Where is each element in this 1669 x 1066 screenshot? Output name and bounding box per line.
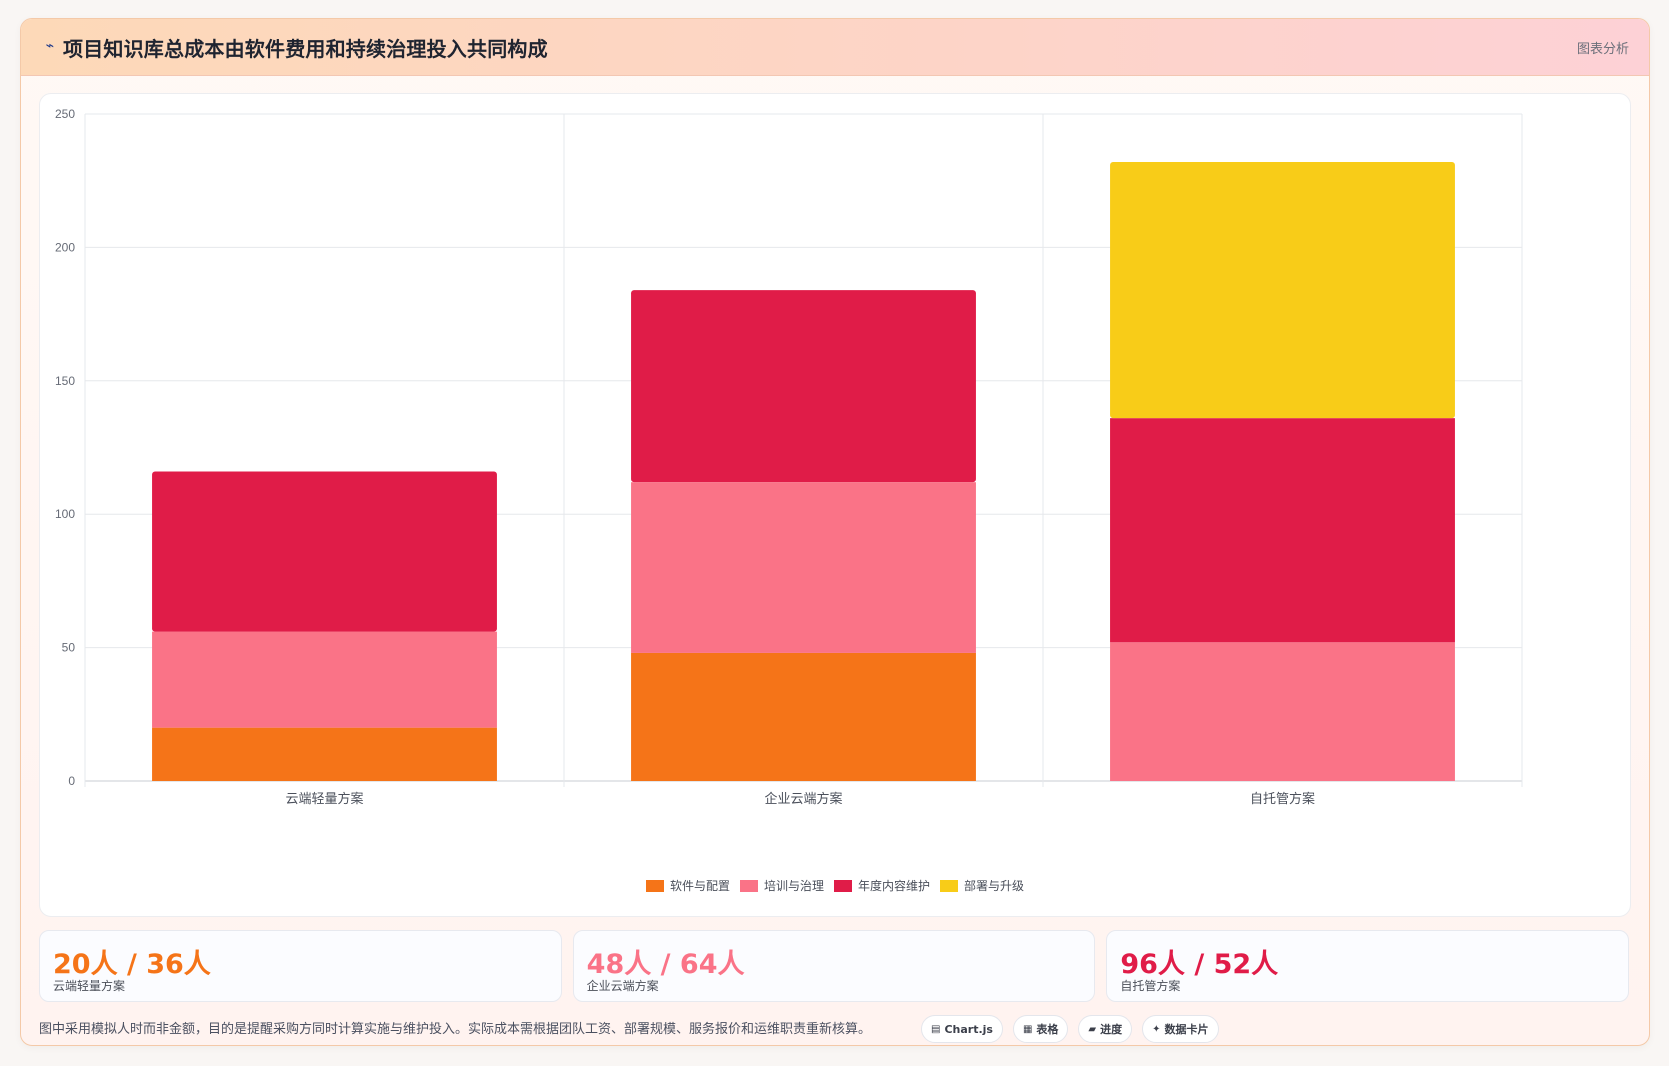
- legend-label: 年度内容维护: [858, 879, 931, 893]
- stat-value: 20人 / 36人: [53, 949, 211, 980]
- chart-icon: ▤: [931, 1023, 941, 1035]
- bar-segment: [152, 471, 497, 632]
- chip-label: 进度: [1100, 1023, 1123, 1036]
- x-tick-label: 云端轻量方案: [285, 791, 363, 807]
- progress-icon: ▰: [1088, 1023, 1097, 1035]
- legend-item[interactable]: 部署与升级: [940, 877, 1024, 894]
- footer-note: 图中采用模拟人时而非金额，目的是提醒采购方同时计算实施与维护投入。实际成本需根据…: [39, 1022, 872, 1037]
- table-icon: ▦: [1022, 1023, 1033, 1035]
- chart-analysis-link[interactable]: 图表分析: [1576, 42, 1629, 57]
- page-title: 项目知识库总成本由软件费用和持续治理投入共同构成: [63, 37, 548, 61]
- y-tick-label: 200: [55, 240, 75, 254]
- stat-cards: 20人 / 36人 云端轻量方案 48人 / 64人 企业云端方案 96人 / …: [39, 930, 1630, 1002]
- chip-progress[interactable]: ▰ 进度: [1078, 1015, 1133, 1043]
- bar-segment: [631, 290, 976, 483]
- y-tick-label: 250: [55, 107, 75, 121]
- chart-legend: 软件与配置 培训与治理 年度内容维护 部署与升级: [40, 877, 1630, 894]
- chip-label: Chart.js: [944, 1022, 993, 1036]
- y-tick-label: 0: [68, 774, 75, 788]
- stat-card-cloud-light: 20人 / 36人 云端轻量方案: [39, 930, 562, 1002]
- bar-segment: [1110, 162, 1455, 419]
- stat-card-enterprise-cloud: 48人 / 64人 企业云端方案: [572, 930, 1096, 1002]
- stat-label: 企业云端方案: [586, 979, 659, 993]
- bar-segment: [1110, 642, 1455, 781]
- stacked-bar-chart: 0 50 100 150 200 250 云端轻量方案 企业云端方案 自托管方案: [55, 107, 1523, 807]
- y-tick-label: 50: [62, 641, 76, 655]
- y-tick-label: 150: [55, 374, 75, 388]
- stat-value: 48人 / 64人: [586, 949, 745, 980]
- chip-table[interactable]: ▦ 表格: [1012, 1015, 1069, 1043]
- sparkle-icon: ✦: [1152, 1023, 1161, 1035]
- chart-line-icon: ⌁: [45, 38, 55, 54]
- x-tick-label: 自托管方案: [1250, 791, 1315, 807]
- x-tick-label: 企业云端方案: [764, 791, 842, 807]
- legend-item[interactable]: 培训与治理: [739, 877, 824, 894]
- legend-swatch: [834, 879, 852, 892]
- stat-card-self-hosted: 96人 / 52人 自托管方案: [1106, 930, 1630, 1002]
- legend-item[interactable]: 年度内容维护: [834, 877, 930, 894]
- stat-label: 自托管方案: [1120, 979, 1181, 993]
- chip-data-card[interactable]: ✦ 数据卡片: [1142, 1015, 1219, 1043]
- legend-label: 部署与升级: [964, 879, 1025, 893]
- chip-label: 表格: [1036, 1023, 1059, 1036]
- stat-label: 云端轻量方案: [53, 979, 126, 993]
- bar-segment: [631, 652, 976, 781]
- bar-segment: [631, 482, 976, 653]
- stat-value: 96人 / 52人: [1120, 949, 1279, 980]
- legend-swatch: [739, 879, 758, 892]
- chart-card: ⌁ 项目知识库总成本由软件费用和持续治理投入共同构成 图表分析 0 50 100 15…: [20, 18, 1650, 1046]
- legend-swatch: [940, 879, 959, 892]
- chip-chartjs[interactable]: ▤ Chart.js: [921, 1015, 1003, 1043]
- bar-segment: [1110, 418, 1455, 643]
- bar-segment: [152, 727, 497, 781]
- chip-list: ▤ Chart.js ▦ 表格 ▰ 进度 ✦ 数据卡片: [921, 1015, 1219, 1043]
- card-header: ⌁ 项目知识库总成本由软件费用和持续治理投入共同构成 图表分析: [21, 19, 1649, 76]
- legend-swatch: [645, 879, 664, 892]
- legend-label: 软件与配置: [669, 879, 730, 893]
- legend-item[interactable]: 软件与配置: [645, 877, 730, 894]
- y-tick-label: 100: [55, 507, 75, 521]
- chip-label: 数据卡片: [1164, 1023, 1209, 1036]
- chart-panel: 0 50 100 150 200 250 云端轻量方案 企业云端方案 自托管方案 软件与配置 培训…: [39, 93, 1631, 917]
- legend-label: 培训与治理: [763, 879, 824, 893]
- bar-segment: [152, 631, 497, 728]
